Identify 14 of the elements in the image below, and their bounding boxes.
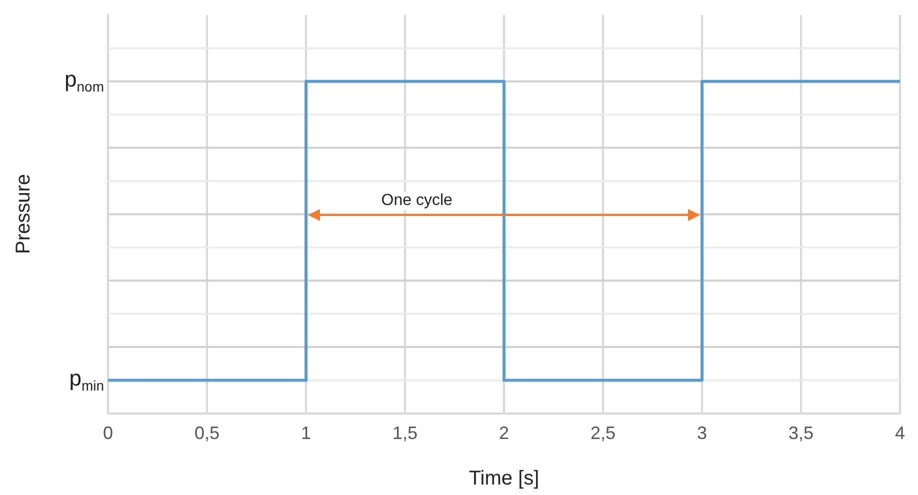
y-axis-title: Pressure bbox=[12, 174, 36, 254]
text: p$_{nom}$ bbox=[64, 66, 104, 96]
x-tick-label: 2,5 bbox=[590, 423, 616, 444]
x-tick-label: 1,5 bbox=[392, 423, 418, 444]
text: p$_{min}$ bbox=[69, 365, 104, 394]
annotation: One cycle bbox=[377, 192, 456, 210]
x-tick-label: 3,5 bbox=[788, 423, 814, 444]
x-tick-label: 0 bbox=[102, 423, 114, 444]
x-tick-label: 2 bbox=[498, 423, 510, 444]
x-tick-label: 4 bbox=[894, 423, 906, 444]
x-tick-label: 1 bbox=[300, 423, 312, 444]
x-tick-label: 3 bbox=[696, 423, 708, 444]
x-tick-label: 0,5 bbox=[194, 423, 220, 444]
x-axis-title: Time [s] bbox=[468, 468, 540, 490]
